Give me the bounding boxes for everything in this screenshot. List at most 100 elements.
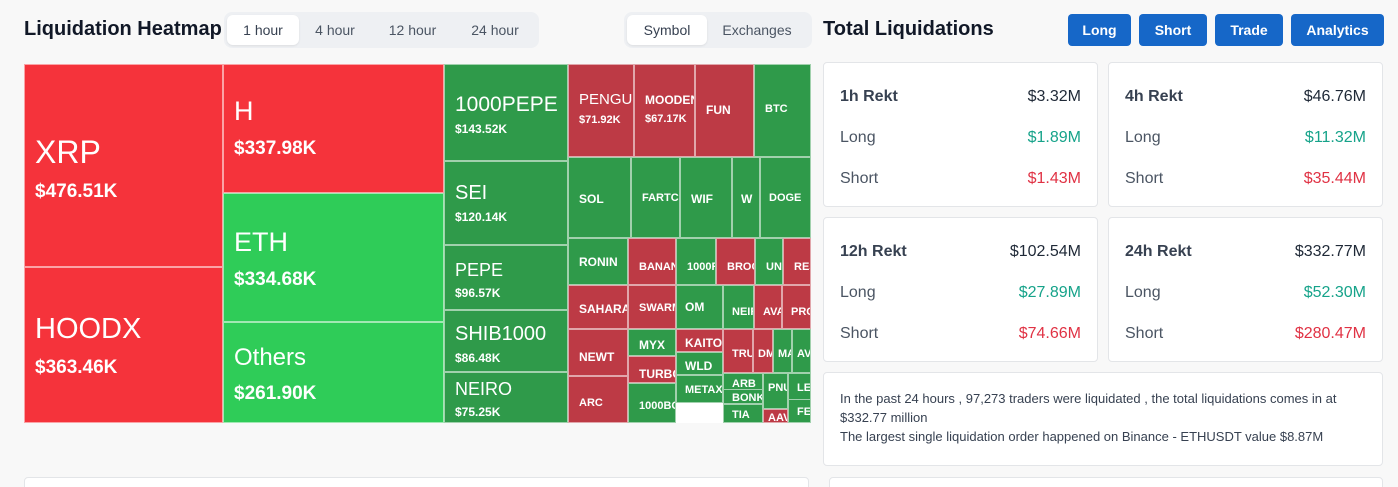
tile-symbol: BROCCOLI <box>727 261 754 273</box>
tile-symbol: MYX <box>639 338 666 352</box>
tile-value: $337.98K <box>234 138 317 159</box>
heatmap-tile-arc[interactable]: ARC <box>568 376 628 423</box>
heatmap-tile-myx[interactable]: MYX <box>628 329 676 356</box>
heatmap-tile-sol[interactable]: SOL <box>568 157 631 238</box>
tab-symbol[interactable]: Symbol <box>627 15 707 45</box>
tile-symbol: NEIRO <box>455 379 513 399</box>
heatmap-tile-hoodx[interactable]: HOODX $363.46K <box>24 267 223 423</box>
rekt-total: $102.54M <box>1009 243 1081 260</box>
rekt-card-12h: 12h Rekt $102.54M Long $27.89M Short $74.66… <box>823 217 1098 362</box>
heatmap-tile-wld[interactable]: WLD <box>676 352 723 375</box>
tab-4-hour[interactable]: 4 hour <box>315 22 355 38</box>
rekt-total: $3.32M <box>1027 88 1081 105</box>
tile-symbol: SHIB1000 <box>455 323 547 345</box>
tile-symbol: OM <box>685 300 705 314</box>
long-label: Long <box>840 129 876 146</box>
heatmap-tile-shib1000[interactable]: SHIB1000 $86.48K <box>444 310 568 372</box>
short-label: Short <box>840 325 879 342</box>
heatmap-tile-trump[interactable]: TRUMP <box>723 329 753 373</box>
heatmap-tile-xrp[interactable]: XRP $476.51K <box>24 64 223 267</box>
heatmap-tile-neiro[interactable]: NEIRO $75.25K <box>444 372 568 423</box>
tile-symbol: FUN <box>706 103 731 117</box>
heatmap-tile-bonk[interactable]: BONK <box>723 389 763 404</box>
heatmap-tile-pepe[interactable]: PEPE $96.57K <box>444 245 568 310</box>
long-value: $52.30M <box>1303 284 1366 301</box>
trade-button[interactable]: Trade <box>1215 14 1283 46</box>
heatmap-tile-doge[interactable]: DOGE <box>760 157 811 238</box>
heatmap-tile-kaito[interactable]: KAITO <box>676 329 723 352</box>
long-label: Long <box>840 284 876 301</box>
heatmap-tile-1000rats[interactable]: 1000RATS <box>676 238 716 285</box>
heatmap-tile-sahara[interactable]: SAHARA <box>568 285 628 329</box>
heatmap-tile-prom[interactable]: PROM <box>782 285 811 329</box>
heatmap-tile-tia[interactable]: TIA <box>723 404 763 423</box>
heatmap-tile-w[interactable]: W <box>732 157 760 238</box>
heatmap-tile-fun[interactable]: FUN <box>695 64 754 157</box>
rekt-card-4h: 4h Rekt $46.76M Long $11.32M Short $35.44M <box>1108 62 1383 207</box>
heatmap-tile-1000bonk[interactable]: 1000BONK <box>628 383 676 423</box>
analytics-button[interactable]: Analytics <box>1291 14 1384 46</box>
tile-symbol: NEIROETH <box>732 306 753 318</box>
tile-symbol: DOGE <box>769 192 802 204</box>
heatmap-tile-wif[interactable]: WIF <box>680 157 732 238</box>
heatmap-tile-banana[interactable]: BANANA <box>628 238 676 285</box>
tile-symbol: AVAX <box>763 306 781 318</box>
heatmap-tile-1000pepe[interactable]: 1000PEPE $143.52K <box>444 64 568 161</box>
heatmap-tile-broccoli[interactable]: BROCCOLI <box>716 238 755 285</box>
heatmap-tile-om[interactable]: OM <box>676 285 723 329</box>
heatmap-tile-turbo[interactable]: TURBO <box>628 356 676 383</box>
heatmap-tile-swarms[interactable]: SWARMS <box>628 285 676 329</box>
heatmap-tile-others[interactable]: Others $261.90K <box>223 322 444 423</box>
bottom-panel-right <box>829 477 1383 487</box>
heatmap-tile-sei[interactable]: SEI $120.14K <box>444 161 568 245</box>
long-value: $1.89M <box>1027 129 1081 146</box>
heatmap-tile-btc[interactable]: BTC <box>754 64 811 157</box>
rekt-card-24h: 24h Rekt $332.77M Long $52.30M Short $280.4… <box>1108 217 1383 362</box>
heatmap-tile-pengu[interactable]: PENGU $71.92K <box>568 64 634 157</box>
tile-symbol: RONIN <box>579 255 618 269</box>
heatmap-tile-magic[interactable]: MAGIC <box>773 329 792 373</box>
heatmap-tile-neiroeth[interactable]: NEIROETH <box>723 285 754 329</box>
heatmap-tile-newt[interactable]: NEWT <box>568 329 628 376</box>
tile-symbol: WIF <box>691 192 713 206</box>
short-button[interactable]: Short <box>1139 14 1207 46</box>
summary-line-2: The largest single liquidation order hap… <box>840 429 1324 444</box>
tab-12-hour[interactable]: 12 hour <box>388 22 437 38</box>
heatmap-tile-pnut[interactable]: PNUT <box>763 373 788 409</box>
rekt-total: $332.77M <box>1294 243 1366 260</box>
tab-24-hour[interactable]: 24 hour <box>471 22 519 38</box>
tile-symbol: BONK <box>732 392 763 404</box>
timeframe-selector: 1 hour 4 hour 12 hour 24 hour <box>224 12 539 48</box>
tile-symbol: FET <box>797 406 811 418</box>
heatmap-tile-aave[interactable]: AAVE <box>763 409 788 423</box>
heatmap-tile-h[interactable]: H $337.98K <box>223 64 444 193</box>
heatmap-tile-moodeng[interactable]: MOODENG $67.17K <box>634 64 695 157</box>
tile-symbol: HOODX <box>35 313 142 345</box>
heatmap-tile-fartcoin[interactable]: FARTCOIN <box>631 157 680 238</box>
heatmap-title: Liquidation Heatmap <box>24 18 222 40</box>
heatmap-tile-eth[interactable]: ETH $334.68K <box>223 193 444 322</box>
tile-symbol: Others <box>234 344 307 371</box>
short-label: Short <box>840 170 879 187</box>
tile-value: $143.52K <box>455 122 508 136</box>
heatmap-tile-ronin[interactable]: RONIN <box>568 238 628 285</box>
tile-value: $261.90K <box>234 383 317 404</box>
heatmap-tile-avaai[interactable]: AVAAI <box>792 329 811 373</box>
tile-symbol: PENGU <box>579 91 633 108</box>
heatmap-tile-avax[interactable]: AVAX <box>754 285 782 329</box>
heatmap-tile-fet[interactable]: FET <box>788 399 811 423</box>
tab-exchanges[interactable]: Exchanges <box>722 22 792 38</box>
rekt-label: 12h Rekt <box>840 243 907 260</box>
heatmap-tile-metax[interactable]: METAX <box>676 375 723 403</box>
tab-1-hour[interactable]: 1 hour <box>227 15 299 45</box>
heatmap-tile-resolv[interactable]: RESOLV <box>783 238 811 285</box>
long-value: $11.32M <box>1304 129 1366 146</box>
tile-symbol: AAVE <box>768 412 787 423</box>
heatmap-tile-uni[interactable]: UNI <box>755 238 783 285</box>
tile-symbol: SOL <box>579 192 604 206</box>
tile-symbol: 1000RATS <box>687 261 715 273</box>
view-selector: Symbol Exchanges <box>624 12 812 48</box>
heatmap-tile-dmc[interactable]: DMC <box>753 329 773 373</box>
short-value: $74.66M <box>1018 325 1081 342</box>
long-button[interactable]: Long <box>1068 14 1131 46</box>
